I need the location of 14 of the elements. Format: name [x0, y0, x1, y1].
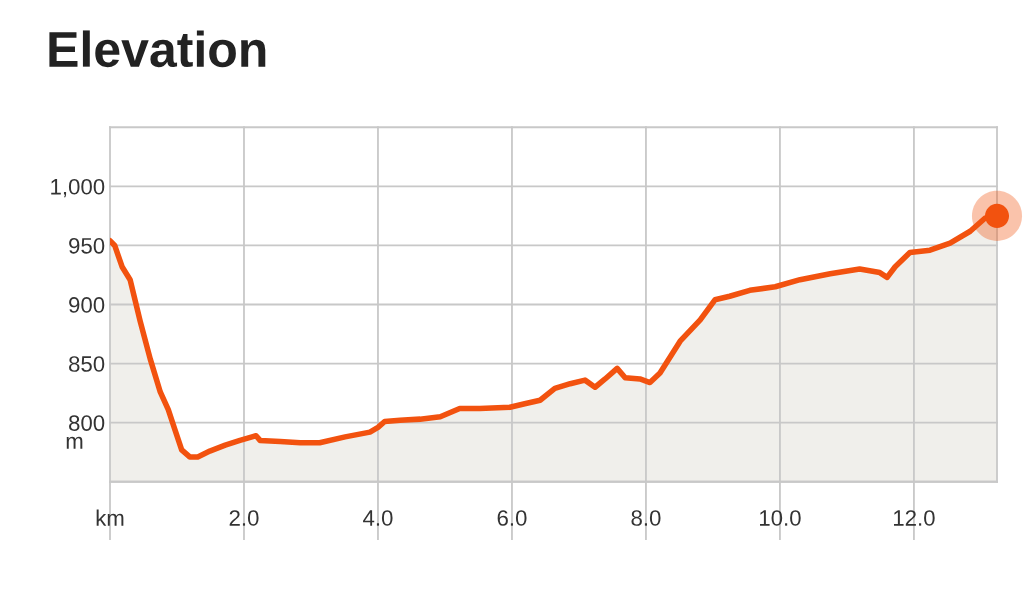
y-tick-label: 850 — [69, 356, 105, 372]
y-tick-label: 800 — [69, 415, 105, 431]
chart-title: Elevation — [49, 30, 266, 68]
x-tick-label: 10.0 — [760, 510, 801, 526]
x-tick-label: 6.0 — [497, 510, 527, 526]
x-tick-label: 12.0 — [894, 510, 935, 526]
y-tick-label: 950 — [69, 237, 105, 254]
x-tick-label: 4.0 — [363, 510, 393, 526]
y-tick-label: 1,000 — [51, 178, 105, 198]
y-tick-label: 900 — [69, 297, 105, 313]
x-tick-label: km — [96, 509, 124, 526]
x-tick-label: 2.0 — [229, 510, 259, 526]
y-axis-title: m — [66, 436, 83, 449]
x-tick-label: 8.0 — [631, 510, 661, 526]
